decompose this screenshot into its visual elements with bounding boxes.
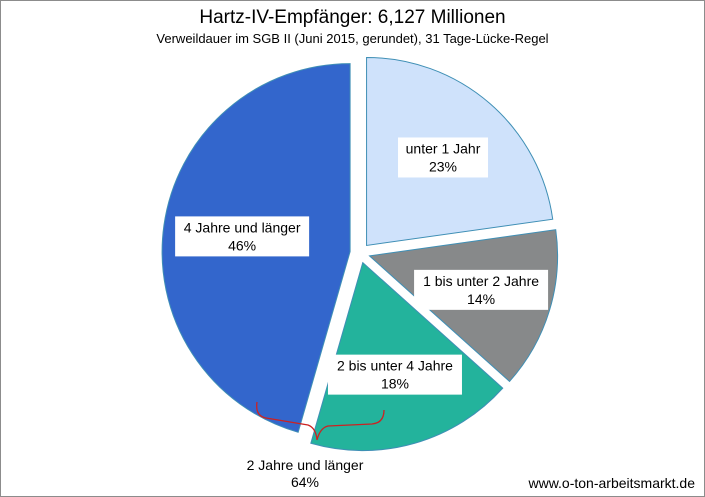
bracket-annotation-name: 2 Jahre und länger <box>246 457 364 473</box>
slice-label-name-3: 2 bis unter 4 Jahre <box>337 358 453 374</box>
slice-label-name-2: 1 bis unter 2 Jahre <box>423 273 539 289</box>
slice-label-box-4 <box>175 216 310 257</box>
slice-label-name-4: 4 Jahre und länger <box>184 219 301 235</box>
bracket-annotation-value: 64% <box>290 474 320 490</box>
slice-label-value-2: 14% <box>467 291 495 307</box>
bracket-annotation-label: 2 Jahre und länger 64% <box>205 457 405 491</box>
slice-label-box-3 <box>327 354 462 395</box>
slice-label-value-3: 18% <box>381 376 409 392</box>
slice-label-value-4: 46% <box>228 237 256 253</box>
slice-label-box-1 <box>398 137 489 178</box>
slice-label-value-1: 23% <box>429 158 457 174</box>
bracket-annotation <box>256 401 385 441</box>
chart-subtitle: Verweildauer im SGB II (Juni 2015, gerun… <box>156 31 549 46</box>
slice-label-name-1: unter 1 Jahr <box>406 140 481 156</box>
slice-label-box-2 <box>414 269 549 310</box>
chart-title: Hartz-IV-Empfänger: 6,127 Millionen <box>199 7 506 28</box>
source-link[interactable]: www.o-ton-arbeitsmarkt.de <box>528 475 695 491</box>
